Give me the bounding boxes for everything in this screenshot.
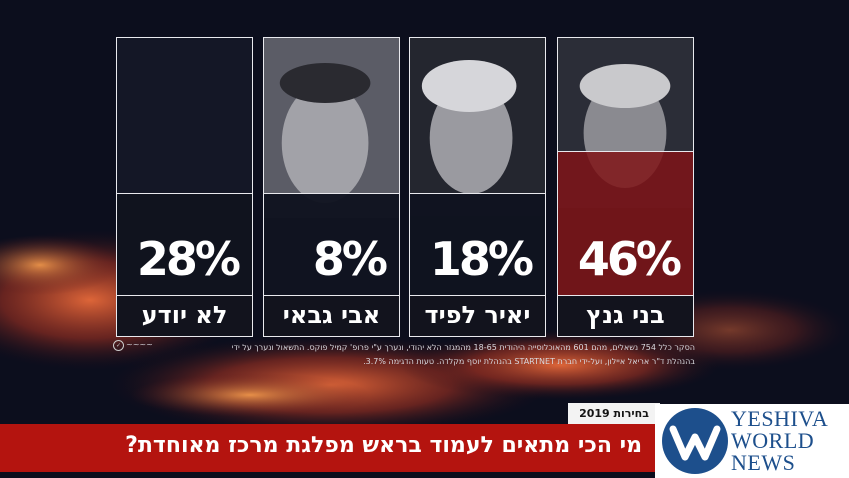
value-label-dont-know: 28%: [136, 232, 241, 286]
bar-gantz: [558, 151, 693, 295]
logo-line-3: NEWS: [731, 450, 796, 475]
election-tag: בחירות 2019: [568, 403, 660, 424]
panel-gabbay: 8% אבי גבאי: [263, 37, 400, 337]
logo-line-2: WORLD: [731, 428, 815, 453]
value-label-gabbay: 8%: [312, 232, 388, 286]
category-label-lapid: יאיר לפיד: [410, 295, 545, 336]
value-label-lapid: 18%: [429, 232, 534, 286]
category-label-gabbay: אבי גבאי: [264, 295, 399, 336]
pollster-stamp-icon: ✓: [113, 340, 124, 351]
footnote-line-1: הסקר כלל 754 נשאלים, מהם 601 מהאוכלוסייה…: [231, 343, 695, 352]
yeshiva-world-news-logo: YESHIVA WORLD NEWS: [655, 404, 849, 478]
logo-w-icon: [662, 408, 728, 474]
bar-dont-know: [117, 193, 252, 295]
panel-gantz: 46% בני גנץ: [557, 37, 694, 337]
category-label-gantz: בני גנץ: [558, 295, 693, 336]
panel-dont-know: 28% לא יודע: [116, 37, 253, 337]
value-label-gantz: 46%: [577, 232, 682, 286]
question-banner: מי הכי מתאים לעמוד בראש מפלגת מרכז מאוחד…: [0, 424, 660, 472]
bar-gabbay: [264, 193, 399, 295]
bar-lapid: [410, 193, 545, 295]
question-text: מי הכי מתאים לעמוד בראש מפלגת מרכז מאוחד…: [125, 433, 642, 458]
logo-line-1: YESHIVA: [731, 406, 829, 431]
panel-lapid: 18% יאיר לפיד: [409, 37, 546, 337]
pollster-signature: ~~~~: [126, 340, 153, 349]
footnote-line-2: בהנהלת ד"ר אריאל איילון, ועל-ידי חברת ST…: [363, 357, 695, 366]
category-label-dont-know: לא יודע: [117, 295, 252, 336]
